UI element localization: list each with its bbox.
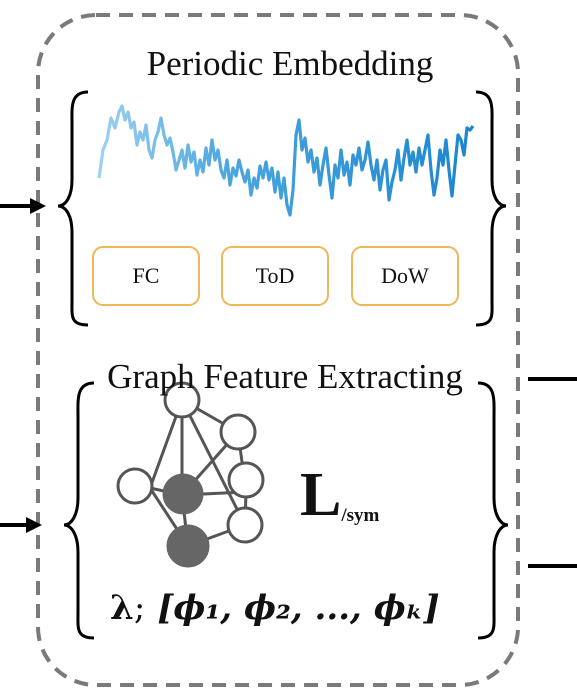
laplacian-subscript: /sym [341,505,380,526]
input-arrow-top [0,198,46,214]
periodic-signal-line [97,104,475,217]
eigen-separator: ; [133,588,146,628]
eigenvector-list: [ϕ₁, ϕ₂, ..., ϕₖ] [157,588,440,628]
eigen-expression: λ; [ϕ₁, ϕ₂, ..., ϕₖ] [110,588,440,628]
neural-graph-icon [116,381,265,568]
fc-label: FC [132,263,160,288]
right-brace-bottom [477,381,509,640]
tod-label: ToD [255,263,295,288]
input-arrow-bottom [0,517,42,533]
left-brace-top [57,90,89,327]
laplacian-symbol: L/sym [300,460,379,531]
graph-feature-title: Graph Feature Extracting [107,357,463,396]
periodic-embedding-title: Periodic Embedding [146,44,434,83]
dow-box: DoW [351,246,459,306]
laplacian-letter: L [300,461,342,529]
tod-box: ToD [221,246,329,306]
fc-box: FC [92,246,200,306]
dow-label: DoW [381,263,429,288]
left-brace-bottom [63,381,95,640]
module-container [36,13,520,687]
lambda-symbol: λ [110,588,134,628]
right-brace-top [475,90,507,327]
